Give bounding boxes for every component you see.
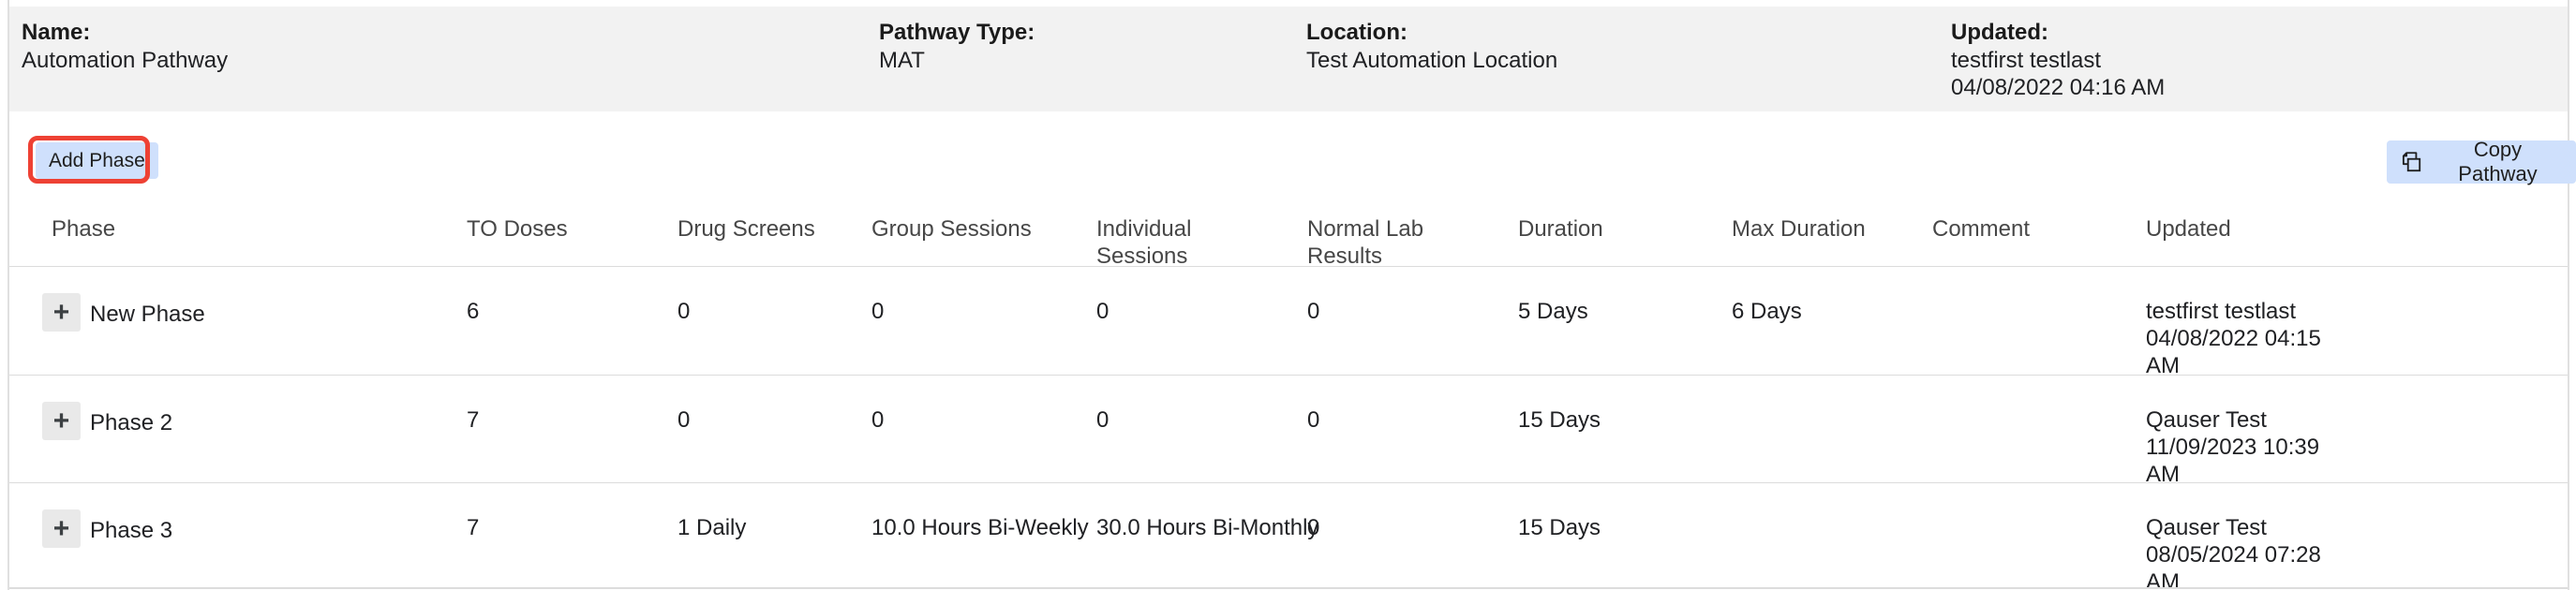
copy-pathway-button[interactable]: Copy Pathway — [2387, 138, 2576, 185]
expand-row-button[interactable]: + — [42, 293, 81, 332]
to-doses-value: 7 — [467, 407, 480, 433]
updated-date: 11/09/2023 10:39 AM — [2146, 435, 2320, 487]
group-sessions-value: 0 — [871, 299, 885, 324]
group-sessions-value: 0 — [871, 407, 885, 433]
pathway-type-value: MAT — [879, 48, 925, 73]
group-sessions-value: 10.0 Hours Bi-Weekly — [871, 515, 1089, 540]
info-field-name: Name: Automation Pathway — [22, 19, 228, 75]
drug-screens-value: 0 — [678, 299, 691, 324]
updated-by-value: testfirst testlast — [1951, 48, 2102, 73]
updated-value: Qauser Test 11/09/2023 10:39 AM — [2146, 406, 2350, 488]
updated-date-value: 04/08/2022 04:16 AM — [1951, 75, 2166, 100]
col-header-to-doses: TO Doses — [467, 216, 568, 242]
duration-value: 15 Days — [1518, 407, 1601, 433]
updated-date: 08/05/2024 07:28 AM — [2146, 542, 2321, 590]
expand-row-button[interactable]: + — [42, 509, 81, 548]
updated-date: 04/08/2022 04:15 AM — [2146, 326, 2321, 378]
duration-value: 5 Days — [1518, 299, 1588, 324]
individual-sessions-value: 0 — [1096, 299, 1109, 324]
col-header-normal-lab-results: Normal Lab Results — [1307, 216, 1424, 269]
updated-label: Updated: — [1951, 20, 2048, 45]
table-row-new-phase: + New Phase 6 0 0 0 0 5 Days 6 Days test… — [9, 266, 2568, 378]
phase-name: New Phase — [90, 302, 205, 327]
to-doses-value: 7 — [467, 515, 480, 540]
add-phase-button[interactable]: Add Phase — [36, 142, 158, 179]
table-row-phase-2: + Phase 2 7 0 0 0 0 15 Days Qauser Test … — [9, 375, 2568, 487]
normal-lab-results-value: 0 — [1307, 407, 1320, 433]
name-label: Name: — [22, 20, 91, 45]
plus-icon: + — [52, 296, 70, 328]
pathway-info-bar: Name: Automation Pathway Pathway Type: M… — [9, 7, 2568, 111]
normal-lab-results-value: 0 — [1307, 515, 1320, 540]
max-duration-value: 6 Days — [1732, 299, 1802, 324]
phases-table-header: Phase TO Doses Drug Screens Group Sessio… — [9, 215, 2568, 269]
copy-icon — [2399, 150, 2423, 174]
plus-icon: + — [52, 512, 70, 544]
table-bottom-border — [9, 587, 2568, 589]
updated-by: testfirst testlast — [2146, 299, 2297, 324]
expand-row-button[interactable]: + — [42, 402, 81, 440]
updated-value: testfirst testlast 04/08/2022 04:15 AM — [2146, 298, 2350, 379]
info-field-pathway-type: Pathway Type: MAT — [879, 19, 1035, 75]
page-left-border — [7, 0, 9, 590]
updated-by: Qauser Test — [2146, 407, 2267, 433]
normal-lab-results-value: 0 — [1307, 299, 1320, 324]
location-value: Test Automation Location — [1306, 48, 1558, 73]
plus-icon: + — [52, 405, 70, 436]
info-field-location: Location: Test Automation Location — [1306, 19, 1557, 75]
col-header-duration: Duration — [1518, 216, 1603, 242]
location-label: Location: — [1306, 20, 1407, 45]
col-header-max-duration: Max Duration — [1732, 216, 1866, 242]
table-row-phase-3: + Phase 3 7 1 Daily 10.0 Hours Bi-Weekly… — [9, 482, 2568, 590]
drug-screens-value: 1 Daily — [678, 515, 747, 540]
to-doses-value: 6 — [467, 299, 480, 324]
updated-value: Qauser Test 08/05/2024 07:28 AM — [2146, 514, 2350, 590]
col-header-drug-screens: Drug Screens — [678, 216, 815, 242]
phase-name: Phase 2 — [90, 410, 173, 435]
col-header-group-sessions: Group Sessions — [871, 216, 1032, 242]
name-value: Automation Pathway — [22, 48, 229, 73]
add-phase-button-label: Add Phase — [49, 149, 145, 171]
col-header-comment: Comment — [1932, 216, 2031, 242]
individual-sessions-value: 0 — [1096, 407, 1109, 433]
duration-value: 15 Days — [1518, 515, 1601, 540]
page-right-border — [2568, 0, 2569, 590]
col-header-updated: Updated — [2146, 216, 2231, 242]
individual-sessions-value: 30.0 Hours Bi-Monthly — [1096, 515, 1319, 540]
col-header-individual-sessions: Individual Sessions — [1096, 216, 1192, 269]
updated-by: Qauser Test — [2146, 515, 2267, 540]
phase-name: Phase 3 — [90, 518, 173, 543]
col-header-phase: Phase — [52, 216, 116, 242]
drug-screens-value: 0 — [678, 407, 691, 433]
copy-pathway-button-label: Copy Pathway — [2458, 138, 2538, 185]
pathway-type-label: Pathway Type: — [879, 20, 1035, 45]
info-field-updated: Updated: testfirst testlast 04/08/2022 0… — [1951, 19, 2165, 101]
